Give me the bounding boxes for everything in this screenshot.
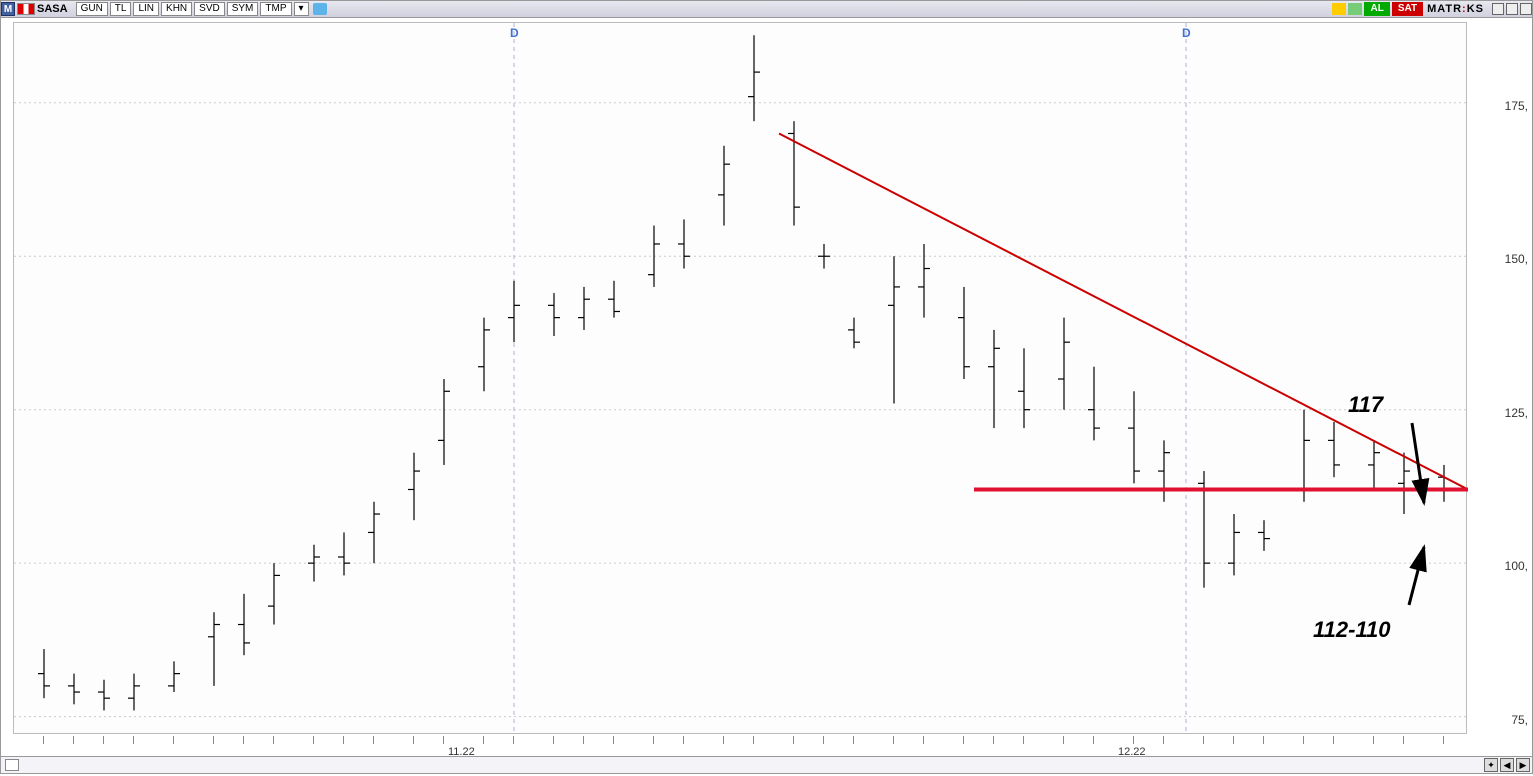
nav-right-icon[interactable]: ▶ <box>1516 758 1530 772</box>
twitter-icon[interactable] <box>313 3 327 15</box>
toolbar-left: M SASA GUNTLLINKHNSVDSYMTMP ▾ <box>1 2 327 16</box>
toolbar-button-lin[interactable]: LIN <box>133 2 159 16</box>
bottom-bar: ✦ ◀ ▶ <box>0 756 1533 774</box>
buy-button[interactable]: AL <box>1364 2 1389 16</box>
y-tick-label: 175, <box>1505 99 1528 113</box>
info-icon[interactable]: ✦ <box>1484 758 1498 772</box>
brand-label: MATR:KS <box>1427 3 1484 15</box>
minimize-icon[interactable] <box>1492 3 1504 15</box>
dropdown-icon[interactable]: ▾ <box>294 2 309 16</box>
scroll-left-icon[interactable] <box>5 759 19 771</box>
toolbar-button-tmp[interactable]: TMP <box>260 2 291 16</box>
price-annotation: 117 <box>1348 392 1383 418</box>
y-axis: 75, 100, 125, 150, 175, <box>1476 22 1528 734</box>
toolbar-button-svd[interactable]: SVD <box>194 2 225 16</box>
price-annotation: 112-110 <box>1313 617 1390 643</box>
maximize-icon[interactable] <box>1506 3 1518 15</box>
toolbar-right: AL SAT MATR:KS <box>1332 2 1532 16</box>
ticker-symbol[interactable]: SASA <box>37 3 68 15</box>
toolbar-button-khn[interactable]: KHN <box>161 2 192 16</box>
toolbar-button-gun[interactable]: GUN <box>76 2 108 16</box>
sell-button[interactable]: SAT <box>1392 2 1423 16</box>
chart-container: DD 75,100,125,150,175, 11.2212.22 117112… <box>0 18 1533 756</box>
svg-text:D: D <box>510 26 519 40</box>
y-tick-label: 150, <box>1505 252 1528 266</box>
y-tick-label: 100, <box>1505 559 1528 573</box>
toolbar-button-sym[interactable]: SYM <box>227 2 259 16</box>
chart-svg: DD <box>14 23 1468 735</box>
nav-left-icon[interactable]: ◀ <box>1500 758 1514 772</box>
restore-icon[interactable] <box>1520 3 1532 15</box>
flag-icon <box>17 3 35 15</box>
y-tick-label: 125, <box>1505 406 1528 420</box>
svg-text:D: D <box>1182 26 1191 40</box>
matriks-logo-icon[interactable]: M <box>1 2 15 16</box>
chart-plot[interactable]: DD <box>13 22 1467 734</box>
refresh-icon[interactable] <box>1348 3 1362 15</box>
alert-icon[interactable] <box>1332 3 1346 15</box>
x-axis: 11.2212.22 <box>13 736 1467 756</box>
toolbar-button-tl[interactable]: TL <box>110 2 132 16</box>
toolbar: M SASA GUNTLLINKHNSVDSYMTMP ▾ AL SAT MAT… <box>0 0 1533 18</box>
y-tick-label: 75, <box>1511 713 1528 727</box>
